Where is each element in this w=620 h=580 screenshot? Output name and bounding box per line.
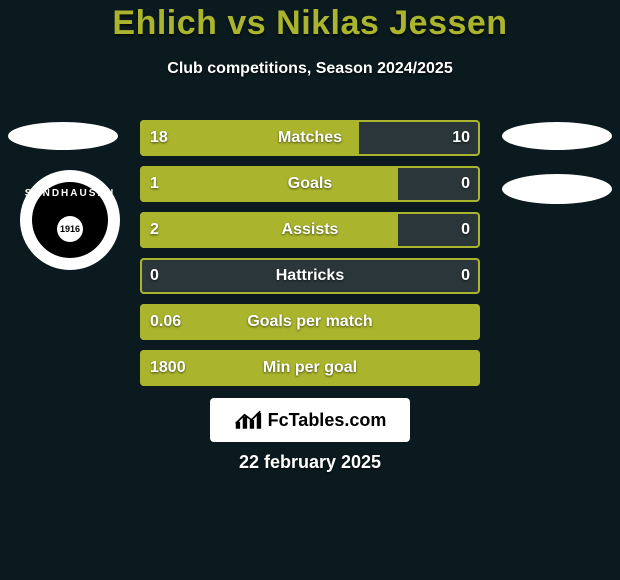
comparison-row: 20Assists [140,212,480,248]
comparison-row: 10Goals [140,166,480,202]
club-badge-year: 1916 [57,216,83,242]
team-logo-left-placeholder [8,122,118,150]
comparison-row: 1800Min per goal [140,350,480,386]
comparison-chart: 1810Matches 10Goals 20Assists 00Hattricks 0.… [140,120,480,396]
page-title: Ehlich vs Niklas Jessen [0,4,620,43]
row-label: Hattricks [140,258,480,294]
team-logo-right-placeholder [502,122,612,150]
club-badge: SANDHAUSEN 1916 [20,170,120,270]
comparison-row: 0.06Goals per match [140,304,480,340]
row-label: Goals per match [140,304,480,340]
comparison-row: 1810Matches [140,120,480,156]
brand-text: FcTables.com [268,410,387,431]
row-label: Min per goal [140,350,480,386]
team-logo-right2-placeholder [502,174,612,204]
comparison-row: 00Hattricks [140,258,480,294]
row-label: Goals [140,166,480,202]
brand-badge: FcTables.com [210,398,410,442]
bars-icon [234,408,262,432]
subtitle: Club competitions, Season 2024/2025 [0,60,620,78]
club-badge-name: SANDHAUSEN [25,188,116,199]
row-label: Matches [140,120,480,156]
date-text: 22 february 2025 [0,452,620,473]
row-label: Assists [140,212,480,248]
